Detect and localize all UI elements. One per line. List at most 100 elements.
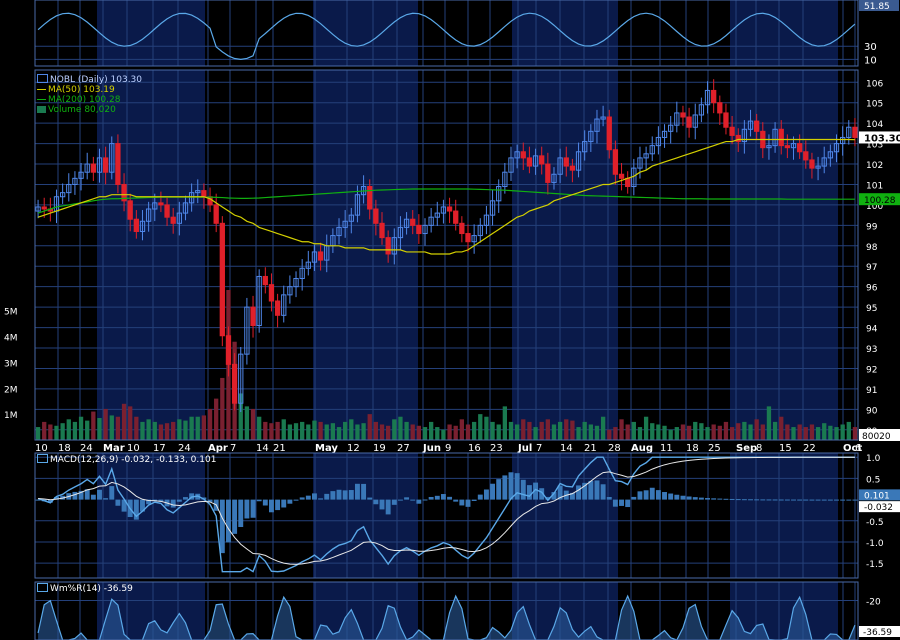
macd-histogram-bar <box>244 499 250 519</box>
candle-body <box>440 206 447 214</box>
macd-histogram-bar <box>533 482 539 500</box>
volume-bar <box>336 427 342 440</box>
candle-body <box>195 190 201 194</box>
volume-bar <box>686 425 692 440</box>
volume-bar <box>508 421 514 440</box>
macd-hist-last: 0.101 <box>864 491 890 501</box>
candle-body <box>674 112 680 126</box>
macd-histogram-bar <box>766 499 772 501</box>
candle-body <box>606 116 612 151</box>
volume-bar <box>214 398 219 440</box>
volume-bar <box>576 427 581 440</box>
macd-histogram-bar <box>680 495 686 500</box>
macd-tick-label: 1.0 <box>866 454 881 464</box>
macd-histogram-bar <box>324 493 330 500</box>
volume-bar <box>416 425 422 440</box>
volume-bar <box>97 418 102 440</box>
price-tick-label: 95 <box>866 304 877 314</box>
candle-body <box>582 141 588 153</box>
volume-bar <box>287 424 293 440</box>
macd-legend: MACD(12,26,9) -0.032, -0.133, 0.101 <box>37 454 216 465</box>
candle-body <box>698 104 705 116</box>
candle-body <box>139 220 146 232</box>
candle-body <box>717 102 723 114</box>
candle-body <box>281 294 287 316</box>
macd-histogram-bar <box>250 499 256 518</box>
x-tick-label: 28 <box>608 443 621 454</box>
macd-histogram-bar <box>262 499 268 506</box>
candle-body <box>692 114 698 128</box>
macd-histogram-bar <box>207 499 213 503</box>
macd-histogram-bar <box>404 497 410 500</box>
candle-body <box>305 261 311 269</box>
macd-histogram-bar <box>311 493 317 500</box>
x-tick-label: 24 <box>178 443 191 454</box>
candle-body <box>797 143 803 153</box>
macd-histogram-bar <box>361 483 367 500</box>
candle-body <box>121 183 127 202</box>
volume-bar <box>220 377 225 440</box>
candle-body <box>465 233 471 243</box>
macd-histogram-bar <box>140 499 145 512</box>
volume-tick-label: 5M <box>4 308 18 318</box>
volume-bar <box>533 427 538 440</box>
candle-body <box>532 155 539 167</box>
volume-bar <box>723 421 729 440</box>
macd-histogram-bar <box>342 490 348 500</box>
nobl-swatch <box>37 74 48 83</box>
williams-last-value: -36.59 <box>863 628 892 638</box>
macd-histogram-bar <box>643 490 649 500</box>
candle-body <box>66 183 72 194</box>
candle-body <box>575 151 582 171</box>
x-tick-label: 6 <box>855 443 861 454</box>
x-tick-label: May <box>315 443 338 454</box>
volume-tick-label: 1M <box>4 411 18 421</box>
candle-body <box>729 126 735 136</box>
macd-histogram-bar <box>705 498 710 500</box>
macd-histogram-bar <box>815 499 821 501</box>
candle-body <box>78 171 84 179</box>
volume-bar <box>471 421 477 440</box>
candle-body <box>397 226 404 239</box>
volume-bar <box>281 419 286 440</box>
candle-body <box>686 116 692 128</box>
candle-body <box>170 216 176 224</box>
price-panel-band-2 <box>512 70 618 440</box>
williams-swatch <box>37 583 48 592</box>
volume-bar <box>164 423 170 440</box>
volume-bar <box>766 406 772 440</box>
candle-body <box>594 118 600 132</box>
macd-tick-label: -1.5 <box>866 560 884 570</box>
williams-line <box>37 594 856 640</box>
macd-tick-label: 0.5 <box>866 475 880 485</box>
macd-histogram-bar <box>754 499 760 501</box>
price-tick-label: 93 <box>866 345 877 355</box>
macd-last-badge <box>859 501 900 513</box>
volume-bar <box>797 424 802 440</box>
macd-histogram-bar <box>674 494 680 500</box>
volume-bar <box>662 425 667 440</box>
macd-histogram-bar <box>103 498 109 500</box>
macd-histogram-bar <box>803 499 809 501</box>
x-tick-label: 7 <box>230 443 236 454</box>
last-price-badge <box>859 131 900 144</box>
volume-bar <box>42 421 47 440</box>
volume-bar <box>244 406 250 440</box>
volume-bar <box>484 416 489 440</box>
candle-body <box>600 116 606 120</box>
volume-bar <box>600 416 606 440</box>
volume-bar <box>840 424 845 440</box>
candle-body <box>268 284 275 302</box>
candle-body <box>299 267 305 280</box>
macd-histogram-bar <box>600 484 606 500</box>
x-tick-label: 14 <box>560 443 573 454</box>
macd-histogram-bar <box>391 499 397 505</box>
candle-body <box>735 134 741 143</box>
candle-body <box>784 145 791 149</box>
macd-histogram-bar <box>293 499 299 501</box>
candle-body <box>109 143 115 173</box>
volume-bar <box>588 424 593 440</box>
candle-body <box>508 157 514 173</box>
x-tick-label: 18 <box>58 443 71 454</box>
